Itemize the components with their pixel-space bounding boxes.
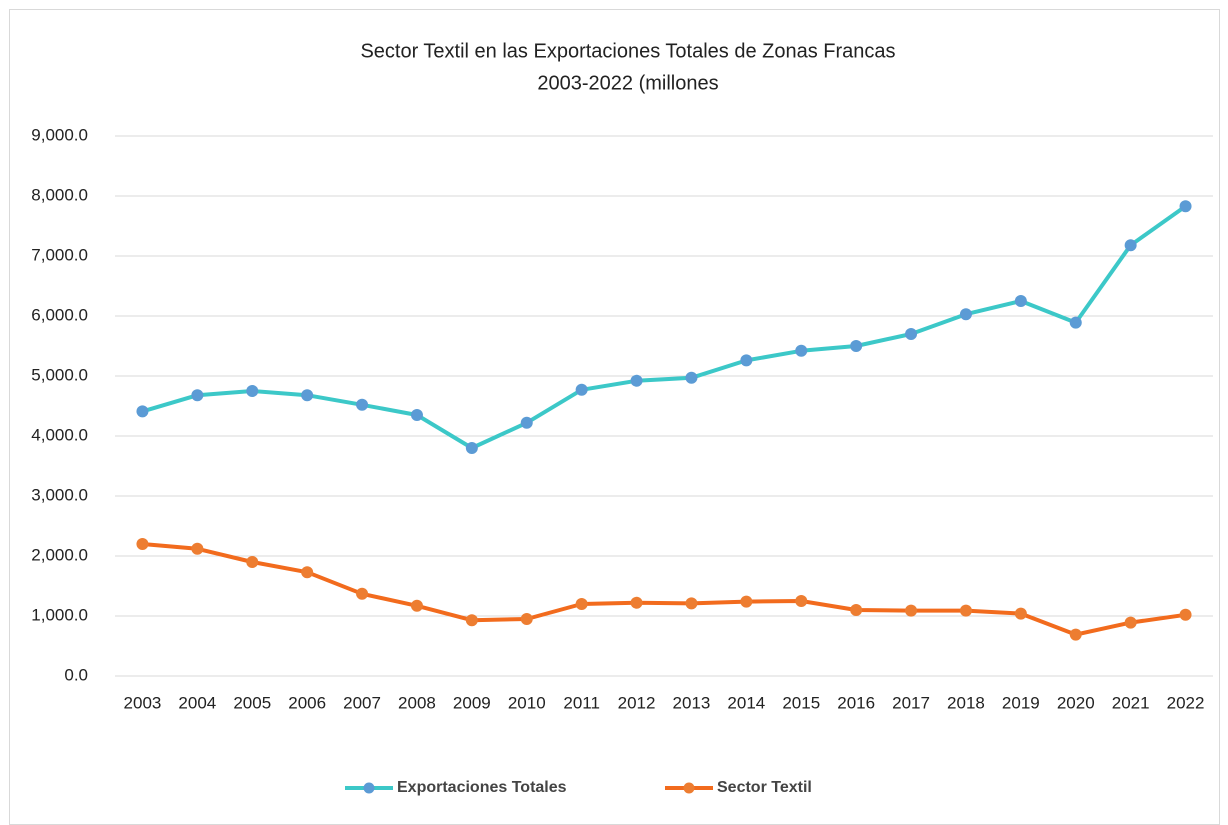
point <box>356 398 369 411</box>
point <box>301 389 314 402</box>
y-tick-label: 9,000.0 <box>31 125 88 144</box>
point <box>136 405 149 418</box>
point <box>1014 295 1027 307</box>
y-tick-label: 4,000.0 <box>31 425 88 444</box>
y-tick-label: 1,000.0 <box>31 605 88 624</box>
chart-title: Sector Textil en las Exportaciones Total… <box>360 40 895 62</box>
point <box>1069 316 1082 329</box>
legend-label: Sector Textil <box>717 779 812 796</box>
chart-frame <box>9 9 1220 825</box>
y-tick-label: 6,000.0 <box>31 305 88 324</box>
point <box>136 538 149 550</box>
y-tick-label: 8,000.0 <box>31 185 88 204</box>
point <box>191 542 204 555</box>
point <box>630 596 643 609</box>
x-tick-label: 2017 <box>892 693 930 712</box>
point <box>795 344 808 357</box>
x-tick-label: 2022 <box>1167 693 1205 712</box>
y-tick-label: 0.0 <box>64 665 88 684</box>
point <box>850 340 863 352</box>
y-tick-label: 3,000.0 <box>31 485 88 504</box>
point <box>410 599 423 612</box>
point <box>1014 607 1027 620</box>
point <box>905 604 918 617</box>
point <box>465 614 478 627</box>
point <box>685 371 698 384</box>
point <box>850 604 863 616</box>
series-line <box>141 204 1187 450</box>
x-tick-label: 2003 <box>124 693 162 712</box>
point <box>1124 616 1137 629</box>
point <box>630 374 643 387</box>
x-tick-label: 2014 <box>727 693 765 712</box>
point <box>1124 239 1137 252</box>
point <box>740 354 753 367</box>
y-tick-label: 2,000.0 <box>31 545 88 564</box>
point <box>246 556 259 568</box>
point <box>520 613 533 625</box>
series-line <box>142 542 1186 637</box>
point <box>959 308 972 321</box>
x-tick-label: 2006 <box>288 693 326 712</box>
point <box>465 442 478 454</box>
point <box>959 604 972 617</box>
point <box>575 383 588 396</box>
x-tick-label: 2011 <box>563 693 600 712</box>
x-tick-label: 2009 <box>453 693 491 712</box>
point <box>520 416 533 429</box>
x-tick-label: 2021 <box>1112 693 1150 712</box>
x-tick-label: 2007 <box>343 693 381 712</box>
x-tick-label: 2018 <box>947 693 985 712</box>
chart-subtitle: 2003-2022 (millones <box>537 72 718 94</box>
x-tick-label: 2004 <box>178 693 216 712</box>
point <box>191 389 204 402</box>
point <box>575 598 588 610</box>
x-tick-label: 2008 <box>398 693 436 712</box>
x-tick-label: 2015 <box>782 693 820 712</box>
x-tick-label: 2012 <box>618 693 656 712</box>
point <box>1179 608 1192 621</box>
point <box>905 328 918 340</box>
legend-label: Exportaciones Totales <box>397 779 567 796</box>
x-tick-label: 2019 <box>1002 693 1040 712</box>
legend-marker <box>683 782 695 794</box>
x-tick-label: 2020 <box>1057 693 1095 712</box>
legend-marker <box>363 782 375 794</box>
point <box>410 409 423 421</box>
point <box>356 587 369 600</box>
x-tick-label: 2016 <box>837 693 875 712</box>
y-tick-label: 5,000.0 <box>31 365 88 384</box>
point <box>740 595 753 608</box>
x-tick-label: 2005 <box>233 693 271 712</box>
point <box>685 597 698 610</box>
x-tick-label: 2013 <box>673 693 711 712</box>
y-tick-label: 7,000.0 <box>31 245 88 264</box>
point <box>795 595 808 607</box>
point <box>1179 200 1192 213</box>
x-tick-label: 2010 <box>508 693 546 712</box>
point <box>1069 628 1082 641</box>
point <box>246 385 259 397</box>
point <box>301 566 314 579</box>
